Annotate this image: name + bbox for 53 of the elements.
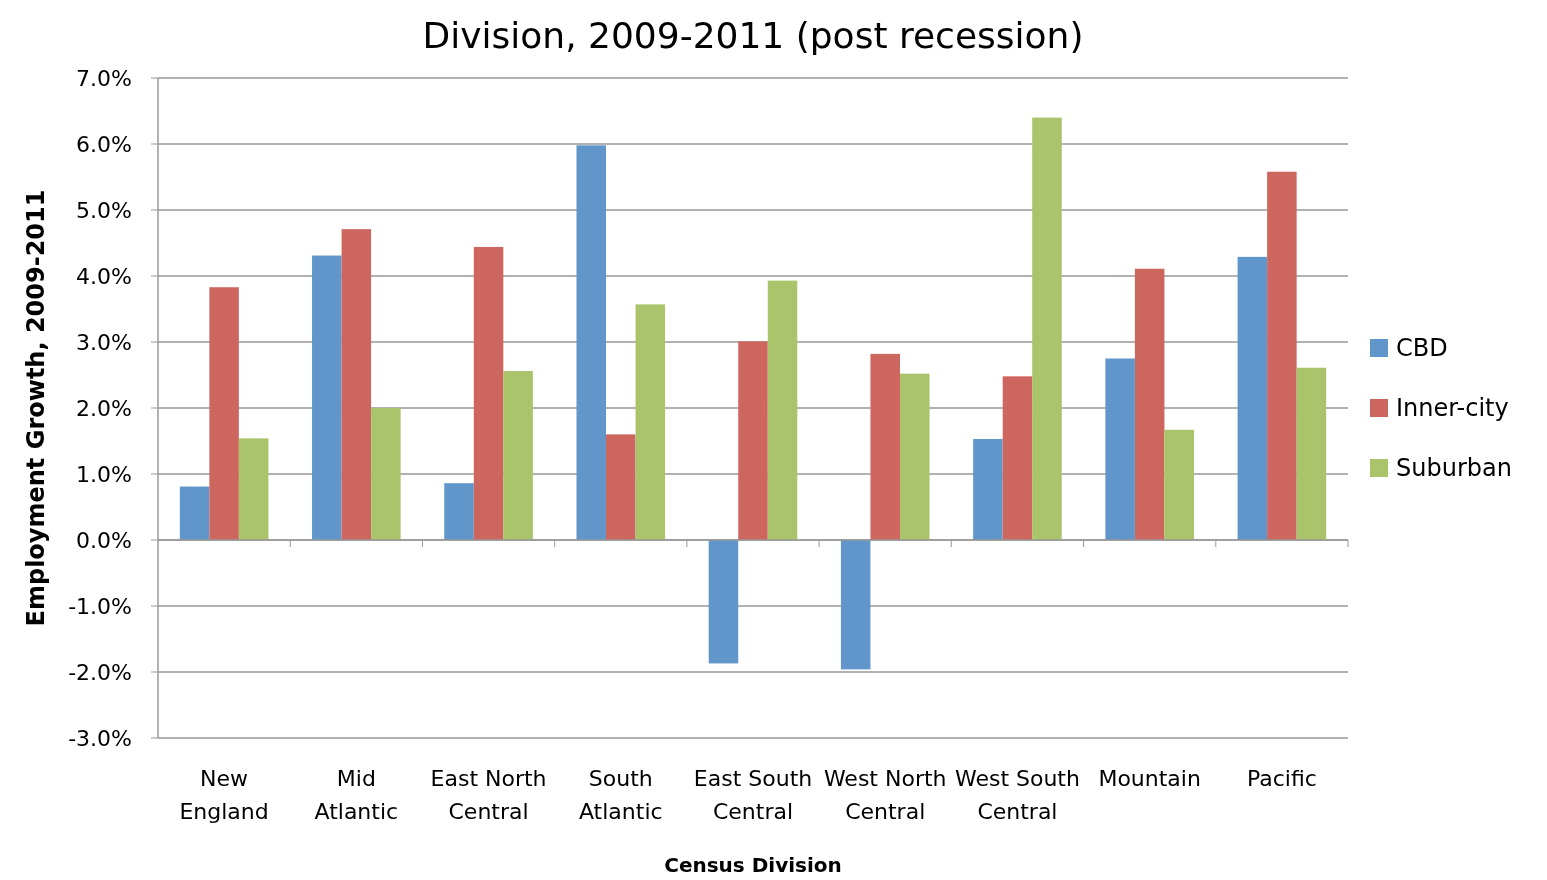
x-tick-label: South Atlantic [578,766,663,824]
bar [209,287,239,540]
y-tick-label: -2.0% [68,659,132,685]
bar [312,255,342,540]
bar [708,540,739,664]
y-tick-label: 1.0% [76,461,132,487]
bar [1237,256,1268,540]
bar [635,304,666,540]
bar [371,408,401,540]
bar [1032,117,1062,540]
legend-label: Suburban [1396,454,1512,483]
bar [1105,358,1135,540]
bar [1002,376,1033,540]
bar [341,229,372,540]
y-tick-label: 5.0% [76,197,132,223]
x-tick-label: New England [179,766,269,824]
bar [606,434,636,540]
bar [1134,268,1165,540]
bar [576,145,607,540]
bar [1296,367,1327,540]
bar [503,371,533,540]
y-tick-label: 4.0% [76,263,132,289]
x-axis-title: Census Division [664,853,842,877]
bar [870,353,900,540]
y-tick-label: 0.0% [76,527,132,553]
bar [899,373,930,540]
x-tick-label: East North Central [430,766,547,824]
bar [738,341,768,540]
y-tick-label: 6.0% [76,131,132,157]
x-tick-label: Mid Atlantic [314,766,399,824]
y-axis-title: Employment Growth, 2009-2011 [22,189,50,627]
y-tick-label: 3.0% [76,329,132,355]
chart-title: Division, 2009-2011 (post recession) [422,15,1084,56]
legend-label: CBD [1396,334,1448,363]
x-tick-label: Pacific [1246,766,1317,791]
bar [840,540,871,670]
bar [1267,171,1297,540]
bar [1164,429,1194,540]
bar [238,438,269,540]
bar [473,246,504,540]
x-tick-label: West North Central [823,766,947,824]
bar [767,280,798,540]
x-tick-label: West South Central [954,766,1080,824]
bar [444,483,474,540]
y-tick-label: 2.0% [76,395,132,421]
bar [179,486,210,540]
y-tick-label: 7.0% [76,65,132,91]
legend-label: Inner-city [1396,394,1509,423]
y-tick-label: -1.0% [68,593,132,619]
x-tick-label: Mountain [1098,766,1201,791]
y-tick-label: -3.0% [68,725,132,751]
bar [973,439,1003,540]
x-tick-label: East South Central [693,766,813,824]
